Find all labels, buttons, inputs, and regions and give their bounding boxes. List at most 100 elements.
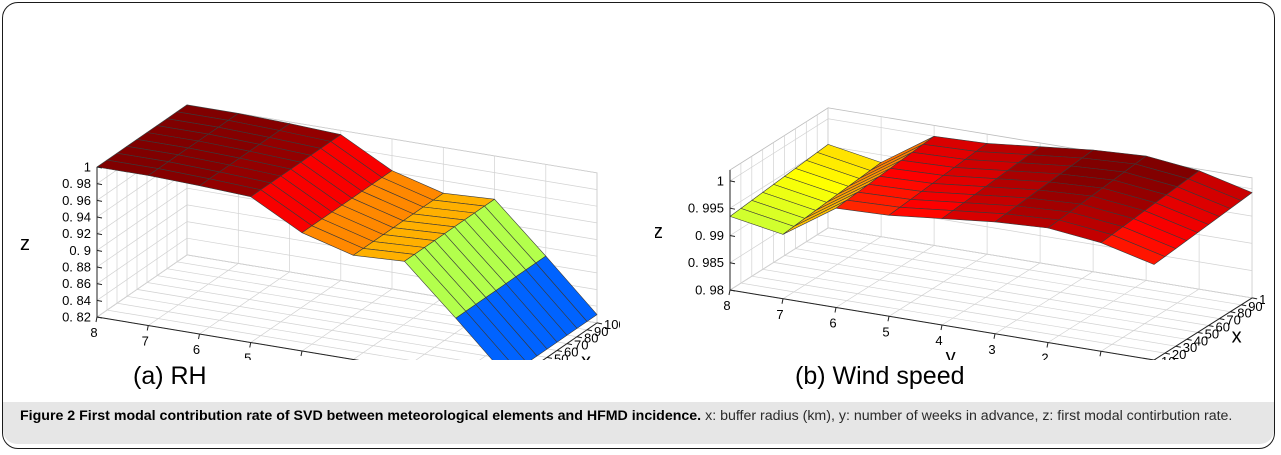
- surface-facet: [1100, 234, 1166, 265]
- y-tick-label: 4: [295, 359, 302, 360]
- x-tick-label: 40: [544, 358, 558, 360]
- z-tick-label: 0. 96: [62, 193, 91, 208]
- z-tick-mark: [96, 216, 103, 219]
- z-axis-label: z: [655, 221, 663, 243]
- z-tick-mark: [729, 289, 736, 292]
- x-tick-mark: [1219, 318, 1225, 321]
- y-tick-mark: [940, 324, 943, 331]
- z-tick-mark: [96, 166, 103, 169]
- panel-label-wind-speed: (b) Wind speed: [795, 362, 965, 390]
- y-tick-label: 6: [193, 342, 200, 357]
- z-tick-mark: [729, 207, 736, 210]
- x-tick-label: 20: [1172, 347, 1186, 360]
- y-tick-label: 7: [142, 334, 149, 349]
- y-tick-label: 8: [90, 325, 97, 340]
- x-axis-label: x: [581, 350, 591, 360]
- surface-plot-rh: 0. 82 0. 84 0. 860. 88 0. 9 0. 920. 94 0. 96 0…: [20, 104, 620, 361]
- panel-label-rh: (a) RH: [133, 362, 207, 390]
- z-tick-label: 0. 88: [62, 260, 91, 275]
- y-tick-mark: [249, 342, 252, 348]
- surface-mesh: [729, 136, 1253, 265]
- x-tick-label: 50: [1205, 326, 1219, 341]
- z-tick-label: 0. 86: [62, 276, 91, 291]
- x-tick-label: 100: [604, 317, 620, 332]
- z-tick-mark: [96, 183, 103, 186]
- x-axis-label: x: [1232, 325, 1242, 347]
- z-tick-label: 0. 9: [69, 243, 91, 258]
- x-tick-label: 90: [594, 324, 608, 339]
- z-tick-mark: [729, 234, 736, 237]
- y-tick-mark: [781, 298, 784, 304]
- y-tick-mark: [146, 325, 149, 331]
- y-tick-mark: [728, 289, 731, 296]
- x-tick-label: 40: [1194, 333, 1208, 348]
- caption-background: [3, 402, 1274, 444]
- z-tick-mark: [729, 180, 736, 183]
- y-tick-label: 3: [988, 342, 995, 357]
- z-tick-mark: [96, 249, 103, 252]
- x-tick-mark: [1208, 325, 1214, 327]
- x-tick-mark: [596, 322, 603, 325]
- z-tick-label: 0. 985: [688, 255, 724, 270]
- x-tick-mark: [1186, 338, 1192, 341]
- y-tick-mark: [300, 350, 303, 357]
- surface-facet: [455, 310, 509, 360]
- figure-caption: Figure 2 First modal contribution rate o…: [20, 407, 1265, 426]
- x-tick-mark: [576, 336, 583, 339]
- x-tick-mark: [1252, 297, 1258, 300]
- x-tick-mark: [1164, 352, 1170, 355]
- x-tick-label: 70: [574, 338, 588, 353]
- y-axis-label: y: [946, 346, 956, 360]
- y-tick-label: 5: [882, 324, 889, 339]
- figure-label: Figure 2: [20, 408, 76, 424]
- z-tick-mark: [96, 266, 103, 269]
- x-tick-mark: [1230, 311, 1236, 314]
- y-tick-label: 7: [776, 307, 783, 322]
- z-tick-mark: [96, 299, 103, 302]
- z-axis-label: z: [20, 233, 30, 255]
- x-tick-label: 80: [584, 331, 598, 346]
- x-axis-line: [1153, 297, 1253, 360]
- z-tick-label: 1: [84, 160, 91, 175]
- y-tick-label: 2: [1041, 351, 1048, 361]
- z-tick-label: 0. 995: [688, 201, 724, 216]
- z-tick-label: 0. 82: [62, 310, 91, 325]
- y-tick-mark: [993, 333, 996, 339]
- y-tick-label: 6: [829, 316, 836, 331]
- x-tick-mark: [1197, 331, 1203, 334]
- y-tick-mark: [1046, 342, 1049, 348]
- z-tick-label: 0. 84: [62, 293, 91, 308]
- z-tick-mark: [96, 233, 103, 236]
- x-tick-mark: [546, 356, 553, 359]
- x-tick-mark: [586, 329, 593, 332]
- y-tick-mark: [834, 307, 837, 313]
- y-tick-mark: [1099, 351, 1102, 357]
- figure-description: x: buffer radius (km), y: number of week…: [705, 408, 1233, 424]
- x-tick-mark: [566, 343, 573, 346]
- y-tick-label: 4: [935, 333, 942, 348]
- surface-mesh: [96, 104, 598, 360]
- figure-title: First modal contribution rate of SVD bet…: [79, 408, 702, 424]
- y-tick-mark: [198, 333, 200, 340]
- y-tick-mark: [887, 316, 890, 322]
- y-tick-label: 5: [244, 351, 251, 361]
- y-tick-mark: [95, 316, 98, 323]
- x-tick-label: 50: [554, 351, 568, 360]
- x-tick-mark: [1175, 345, 1181, 348]
- x-tick-label: 80: [1237, 306, 1251, 321]
- z-tick-label: 0. 92: [62, 226, 91, 241]
- x-tick-label: 90: [1248, 299, 1262, 314]
- x-tick-label: 60: [564, 345, 578, 360]
- x-tick-label: 30: [1183, 340, 1197, 355]
- y-tick-label: 8: [723, 298, 730, 313]
- z-tick-label: 0. 99: [695, 228, 724, 243]
- z-tick-label: 0. 98: [62, 176, 91, 191]
- x-tick-label: 60: [1216, 320, 1230, 335]
- x-tick-label: 100: [1259, 292, 1265, 307]
- x-tick-label: 70: [1226, 313, 1240, 328]
- grid-line: [729, 227, 1253, 299]
- x-tick-mark: [1241, 304, 1247, 307]
- x-axis-line: [542, 322, 598, 360]
- z-tick-mark: [96, 199, 103, 202]
